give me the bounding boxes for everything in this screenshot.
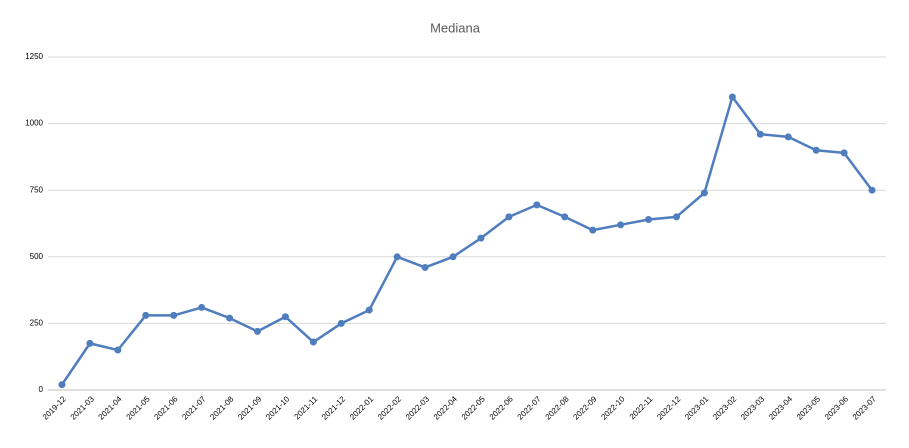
x-tick-label: 2021-04 (97, 394, 125, 422)
data-point (477, 234, 485, 242)
data-point (170, 311, 178, 319)
x-tick-label: 2019-12 (41, 394, 69, 422)
x-tick-label: 2022-06 (488, 394, 516, 422)
x-tick-label: 2021-12 (320, 394, 348, 422)
data-point (254, 327, 261, 335)
x-tick-label: 2023-01 (683, 394, 711, 422)
x-tick-label: 2022-10 (599, 394, 627, 422)
data-point (281, 313, 289, 321)
x-tick-label: 2022-01 (348, 394, 376, 422)
x-tick-label: 2022-08 (544, 394, 572, 422)
data-point (309, 338, 317, 346)
data-point (617, 221, 625, 229)
data-point (142, 311, 150, 319)
y-tick-label: 1250 (25, 52, 43, 61)
data-point (812, 146, 820, 154)
x-tick-label: 2023-07 (851, 394, 879, 422)
x-tick-label: 2022-09 (571, 394, 599, 422)
x-tick-label: 2021-11 (293, 394, 320, 421)
x-tick-label: 2021-09 (236, 394, 264, 422)
x-tick-label: 2021-10 (264, 394, 292, 422)
data-point (756, 130, 764, 138)
data-point (561, 213, 569, 221)
data-line (60, 95, 874, 386)
x-tick-label: 2023-03 (739, 394, 767, 422)
data-point (393, 253, 401, 261)
data-point (700, 189, 708, 197)
x-tick-label: 2022-07 (516, 394, 544, 422)
x-tick-label: 2022-05 (460, 394, 488, 422)
x-tick-label: 2021-03 (69, 394, 97, 422)
x-tick-label: 2022-12 (655, 394, 683, 422)
data-point (198, 303, 206, 311)
x-tick-label: 2021-07 (180, 394, 208, 422)
data-point (784, 133, 792, 141)
data-point (505, 213, 513, 221)
x-tick-label: 2021-05 (125, 394, 153, 422)
data-point (86, 339, 94, 347)
data-point (868, 186, 876, 194)
x-tick-label: 2023-05 (795, 394, 823, 422)
y-tick-label: 250 (30, 319, 44, 328)
x-tick-label: 2021-08 (208, 394, 236, 422)
x-tick-label: 2022-04 (432, 394, 460, 422)
x-tick-label: 2022-02 (376, 394, 404, 422)
x-tick-label: 2022-03 (404, 394, 432, 422)
x-tick-label: 2021-06 (152, 394, 180, 422)
data-point (673, 213, 680, 221)
y-tick-label: 500 (30, 252, 44, 261)
y-tick-label: 1000 (25, 119, 43, 128)
x-tick-label: 2023-06 (823, 394, 851, 422)
data-point (449, 253, 457, 261)
data-point (365, 306, 373, 314)
x-tick-label: 2022-11 (628, 394, 655, 421)
data-point (533, 201, 541, 209)
chart-title: Mediana (430, 20, 481, 35)
data-point (114, 346, 122, 354)
data-point (226, 314, 234, 322)
y-tick-label: 0 (39, 385, 44, 394)
data-point (589, 226, 597, 234)
x-tick-label: 2023-02 (711, 394, 739, 422)
y-tick-label: 750 (30, 185, 44, 194)
data-point (840, 149, 848, 157)
data-point (58, 381, 66, 389)
data-point (645, 216, 653, 224)
x-tick-label: 2023-04 (767, 394, 795, 422)
data-point (728, 93, 736, 101)
data-point (421, 263, 429, 271)
data-point (337, 319, 345, 327)
